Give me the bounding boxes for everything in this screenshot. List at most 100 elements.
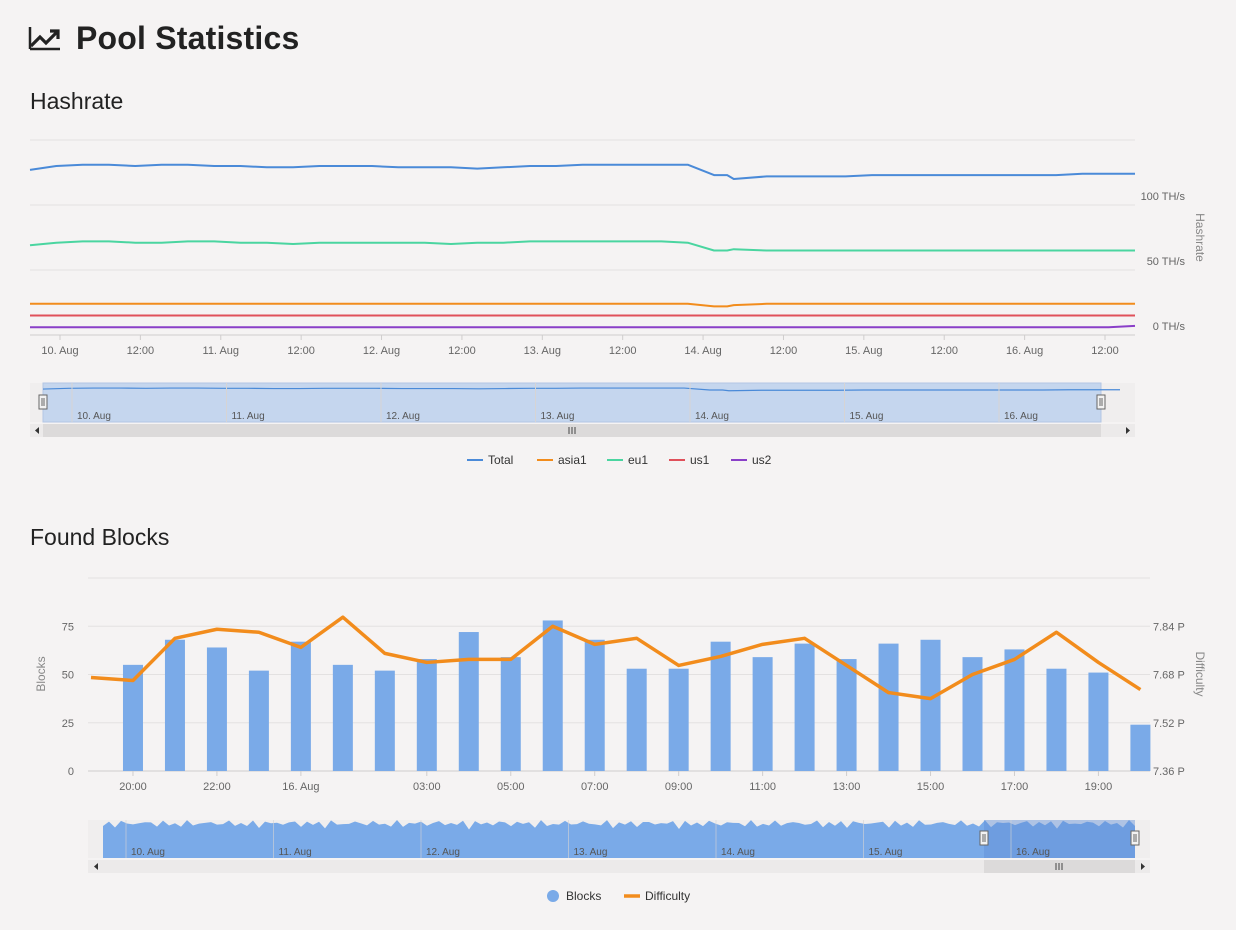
- x-tick-label: 12:00: [287, 345, 315, 357]
- x-tick-label: 14. Aug: [684, 345, 721, 357]
- bar[interactable]: [164, 639, 185, 771]
- legend-swatch-blocks[interactable]: [547, 890, 559, 902]
- navigator-handle-left[interactable]: [979, 830, 989, 846]
- series-line-asia1: [30, 302, 1135, 308]
- bar[interactable]: [248, 670, 269, 771]
- x-tick-label: 12. Aug: [363, 345, 400, 357]
- y-tick-label: 100 TH/s: [1141, 191, 1186, 203]
- navigator-handle-right[interactable]: [1130, 830, 1140, 846]
- y-tick-label: 25: [62, 718, 74, 730]
- x-tick-label: 12:00: [930, 345, 958, 357]
- handle-body[interactable]: [1130, 830, 1140, 846]
- bar[interactable]: [122, 664, 143, 771]
- x-tick-label: 20:00: [119, 781, 147, 793]
- bar[interactable]: [332, 664, 353, 771]
- blocks-section-title: Found Blocks: [30, 524, 170, 550]
- bar[interactable]: [836, 659, 857, 771]
- bar[interactable]: [668, 668, 689, 771]
- handle-body[interactable]: [38, 394, 48, 410]
- y2-tick-label: 7.36 P: [1153, 766, 1185, 778]
- x-tick-label: 03:00: [413, 781, 441, 793]
- navigator-selection[interactable]: [984, 820, 1135, 858]
- navigator-label: 16. Aug: [1016, 847, 1050, 858]
- y2-tick-label: 7.52 P: [1153, 718, 1185, 730]
- x-tick-label: 13:00: [833, 781, 861, 793]
- bar[interactable]: [206, 647, 227, 771]
- navigator-label: 15. Aug: [850, 411, 884, 422]
- y-axis-title: Blocks: [34, 656, 48, 691]
- series-line-eu1: [29, 240, 1135, 252]
- x-tick-label: 19:00: [1085, 781, 1113, 793]
- bar[interactable]: [416, 659, 437, 771]
- legend-item-us2[interactable]: us2: [752, 453, 772, 467]
- navigator-label: 15. Aug: [869, 847, 903, 858]
- bar[interactable]: [710, 641, 731, 771]
- y-tick-label: 0: [68, 766, 74, 778]
- x-tick-label: 05:00: [497, 781, 525, 793]
- bar[interactable]: [962, 657, 983, 771]
- navigator-handle-left[interactable]: [38, 394, 48, 410]
- y-tick-label: 0 TH/s: [1153, 321, 1186, 333]
- bar[interactable]: [878, 643, 899, 771]
- series-line-total: [29, 163, 1135, 180]
- x-tick-label: 12:00: [609, 345, 637, 357]
- bar[interactable]: [626, 668, 647, 771]
- legend-item-total[interactable]: Total: [488, 453, 513, 467]
- bar[interactable]: [458, 632, 479, 771]
- x-tick-label: 07:00: [581, 781, 609, 793]
- navigator-label: 14. Aug: [695, 411, 729, 422]
- x-tick-label: 10. Aug: [41, 345, 78, 357]
- x-tick-label: 12:00: [448, 345, 476, 357]
- bar[interactable]: [542, 620, 563, 771]
- x-tick-label: 12:00: [127, 345, 155, 357]
- navigator-label: 14. Aug: [721, 847, 755, 858]
- scroll-right-arrow-icon[interactable]: [1141, 863, 1145, 870]
- navigator-handle-right[interactable]: [1096, 394, 1106, 410]
- bar[interactable]: [1046, 668, 1067, 771]
- scroll-right-arrow-icon[interactable]: [1126, 427, 1130, 434]
- bar[interactable]: [920, 639, 941, 771]
- scroll-left-arrow-icon[interactable]: [94, 863, 98, 870]
- bar[interactable]: [1004, 649, 1025, 771]
- scroll-left-arrow-icon[interactable]: [35, 427, 39, 434]
- legend-item-blocks[interactable]: Blocks: [566, 889, 601, 903]
- handle-body[interactable]: [979, 830, 989, 846]
- navigator-label: 11. Aug: [232, 411, 265, 422]
- x-tick-label: 12:00: [770, 345, 798, 357]
- bar[interactable]: [500, 657, 521, 771]
- scrollbar-track[interactable]: [88, 860, 1150, 873]
- legend-item-us1[interactable]: us1: [690, 453, 710, 467]
- y2-axis-title: Difficulty: [1193, 651, 1207, 696]
- page-title: Pool Statistics: [76, 19, 300, 56]
- bar[interactable]: [1130, 724, 1151, 771]
- y-axis-title: Hashrate: [1193, 213, 1207, 262]
- bar[interactable]: [1088, 672, 1109, 771]
- y2-tick-label: 7.84 P: [1153, 621, 1185, 633]
- navigator-label: 13. Aug: [541, 411, 575, 422]
- hashrate-chart: 0 TH/s 50 TH/s 100 TH/s Hashrate 10. Aug 12:0…: [29, 139, 1207, 467]
- bar[interactable]: [290, 641, 311, 771]
- y-tick-label: 75: [62, 621, 74, 633]
- navigator-label: 12. Aug: [386, 411, 420, 422]
- x-tick-label: 15. Aug: [845, 345, 882, 357]
- bar[interactable]: [752, 657, 773, 771]
- x-tick-label: 17:00: [1001, 781, 1029, 793]
- bar[interactable]: [584, 639, 605, 771]
- legend-item-asia1[interactable]: asia1: [558, 453, 587, 467]
- legend-item-eu1[interactable]: eu1: [628, 453, 648, 467]
- y-tick-label: 50: [62, 670, 74, 682]
- navigator-area: [103, 820, 1135, 858]
- x-tick-label: 22:00: [203, 781, 231, 793]
- x-tick-label: 09:00: [665, 781, 693, 793]
- navigator-label: 12. Aug: [426, 847, 460, 858]
- navigator-label: 11. Aug: [279, 847, 312, 858]
- x-tick-label: 11. Aug: [203, 345, 240, 357]
- series-line-us2: [30, 324, 1136, 329]
- handle-body[interactable]: [1096, 394, 1106, 410]
- bar[interactable]: [374, 670, 395, 771]
- legend-item-difficulty[interactable]: Difficulty: [645, 889, 690, 903]
- bar[interactable]: [794, 643, 815, 771]
- x-tick-label: 13. Aug: [524, 345, 561, 357]
- x-tick-label: 12:00: [1091, 345, 1119, 357]
